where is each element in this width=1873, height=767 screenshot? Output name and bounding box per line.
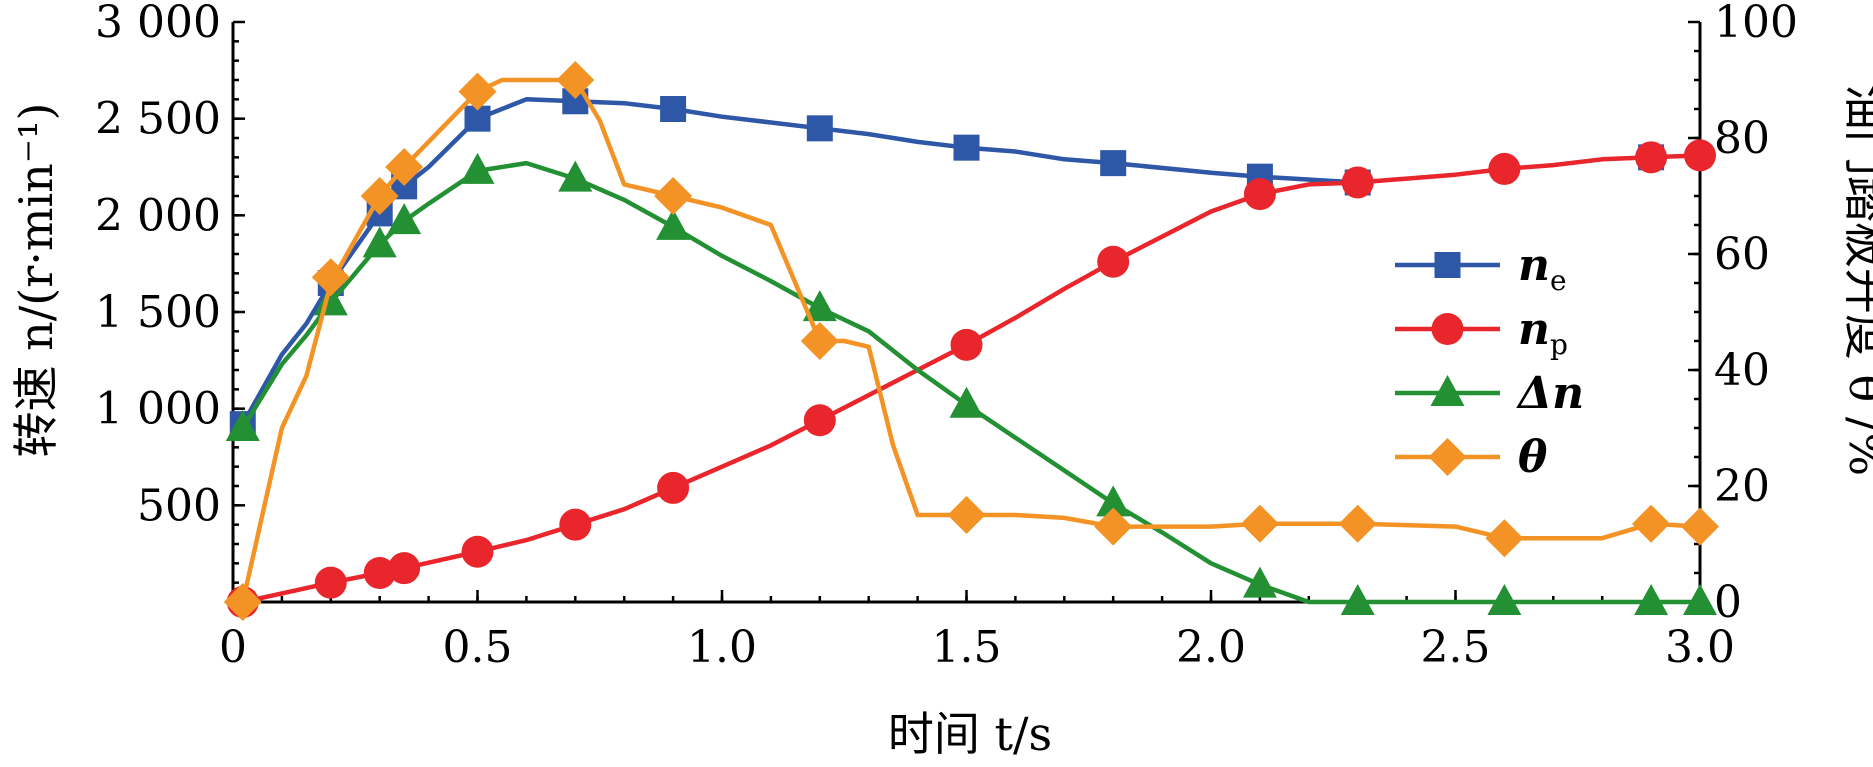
data-point xyxy=(558,160,593,192)
x-tick-label: 1.0 xyxy=(687,622,757,673)
data-point xyxy=(803,404,836,437)
data-point xyxy=(1684,139,1716,172)
data-point xyxy=(1100,150,1127,177)
y-right-tick-label: 80 xyxy=(1714,113,1770,164)
legend: ne np Δn θ xyxy=(1395,240,1584,483)
x-tick-label: 3.0 xyxy=(1665,622,1735,673)
x-tick-label: 2.5 xyxy=(1421,622,1491,673)
data-point xyxy=(953,134,980,161)
data-point xyxy=(1094,507,1133,546)
legend-item: Δn xyxy=(1395,368,1584,419)
y-right-tick-label: 40 xyxy=(1714,345,1770,396)
data-point xyxy=(1240,504,1279,543)
legend-marker xyxy=(1431,313,1464,345)
legend-marker xyxy=(1434,252,1461,278)
y-right-tick-label: 100 xyxy=(1714,0,1798,48)
series-line xyxy=(240,160,1700,605)
data-point xyxy=(360,177,399,215)
data-point xyxy=(654,177,693,215)
legend-marker xyxy=(1430,375,1465,406)
data-point xyxy=(1338,504,1377,543)
data-point xyxy=(947,496,986,534)
data-point xyxy=(950,328,983,361)
data-point xyxy=(223,583,262,621)
data-point xyxy=(656,208,691,240)
y-left-tick-label: 2 000 xyxy=(95,190,221,241)
data-point xyxy=(1243,178,1276,211)
data-point xyxy=(314,566,347,599)
data-point xyxy=(1634,584,1669,615)
data-point xyxy=(363,557,396,589)
legend-label-subscript: e xyxy=(1550,264,1567,297)
x-tick-label: 2.0 xyxy=(1176,622,1246,673)
data-point xyxy=(1485,519,1524,558)
axes: 0 0.5 1.0 1.5 2.0 2.5 3.0 500 1 000 1 500 2 000 2 5… xyxy=(95,0,1798,673)
series-layer xyxy=(223,61,1719,621)
x-tick-label: 1.5 xyxy=(932,622,1002,673)
legend-marker xyxy=(1428,438,1467,476)
data-point xyxy=(1632,504,1671,543)
data-point xyxy=(1097,245,1130,278)
legend-label: Δn xyxy=(1516,368,1584,419)
data-point xyxy=(1487,584,1522,615)
data-point xyxy=(556,61,595,99)
data-point xyxy=(660,96,687,122)
data-point xyxy=(1341,166,1374,199)
series-1 xyxy=(226,139,1716,618)
data-point xyxy=(385,148,424,186)
y-left-tick-label: 1 500 xyxy=(95,287,221,338)
y-left-tick-label: 500 xyxy=(137,480,221,531)
data-point xyxy=(1635,141,1668,174)
data-point xyxy=(800,322,839,360)
series-line xyxy=(242,153,1701,605)
x-axis-title: 时间 t/s xyxy=(888,707,1052,761)
data-point xyxy=(387,203,422,235)
y-right-tick-label: 20 xyxy=(1714,461,1770,512)
data-point xyxy=(657,471,690,504)
data-point xyxy=(311,258,350,297)
y-left-tick-label: 3 000 xyxy=(95,0,221,48)
data-point xyxy=(949,386,984,418)
data-point xyxy=(460,152,495,184)
legend-label: np xyxy=(1518,304,1568,361)
legend-item: θ xyxy=(1395,432,1548,483)
data-point xyxy=(1683,584,1717,615)
y-right-tick-label: 0 xyxy=(1714,577,1742,628)
data-point xyxy=(1242,566,1277,598)
legend-item: ne xyxy=(1395,240,1567,297)
series-line xyxy=(240,97,1358,426)
x-tick-label: 0.5 xyxy=(443,622,513,673)
series-3 xyxy=(223,61,1719,621)
data-point xyxy=(559,508,592,541)
legend-label: ne xyxy=(1518,240,1567,297)
data-point xyxy=(461,535,494,568)
y-left-tick-label: 2 500 xyxy=(95,94,221,145)
data-point xyxy=(806,115,833,142)
x-tick-label: 0 xyxy=(219,622,247,673)
y-right-tick-label: 60 xyxy=(1714,229,1770,280)
y-left-tick-label: 1 000 xyxy=(95,384,221,435)
data-point xyxy=(802,290,837,322)
data-point xyxy=(458,72,497,111)
data-point xyxy=(1340,584,1375,615)
data-point xyxy=(225,410,260,441)
data-point xyxy=(1096,485,1131,517)
legend-item: np xyxy=(1395,304,1568,361)
y-axis-title-left: 转速 n/(r·min⁻¹) xyxy=(9,103,63,458)
data-point xyxy=(1488,152,1521,185)
data-point xyxy=(1681,507,1719,546)
legend-label-subscript: p xyxy=(1550,328,1568,361)
data-point xyxy=(362,226,397,258)
legend-label: θ xyxy=(1518,432,1548,483)
data-point xyxy=(388,552,421,585)
y-axis-title-right: 油门踏板开度 θ /% xyxy=(1839,84,1873,476)
